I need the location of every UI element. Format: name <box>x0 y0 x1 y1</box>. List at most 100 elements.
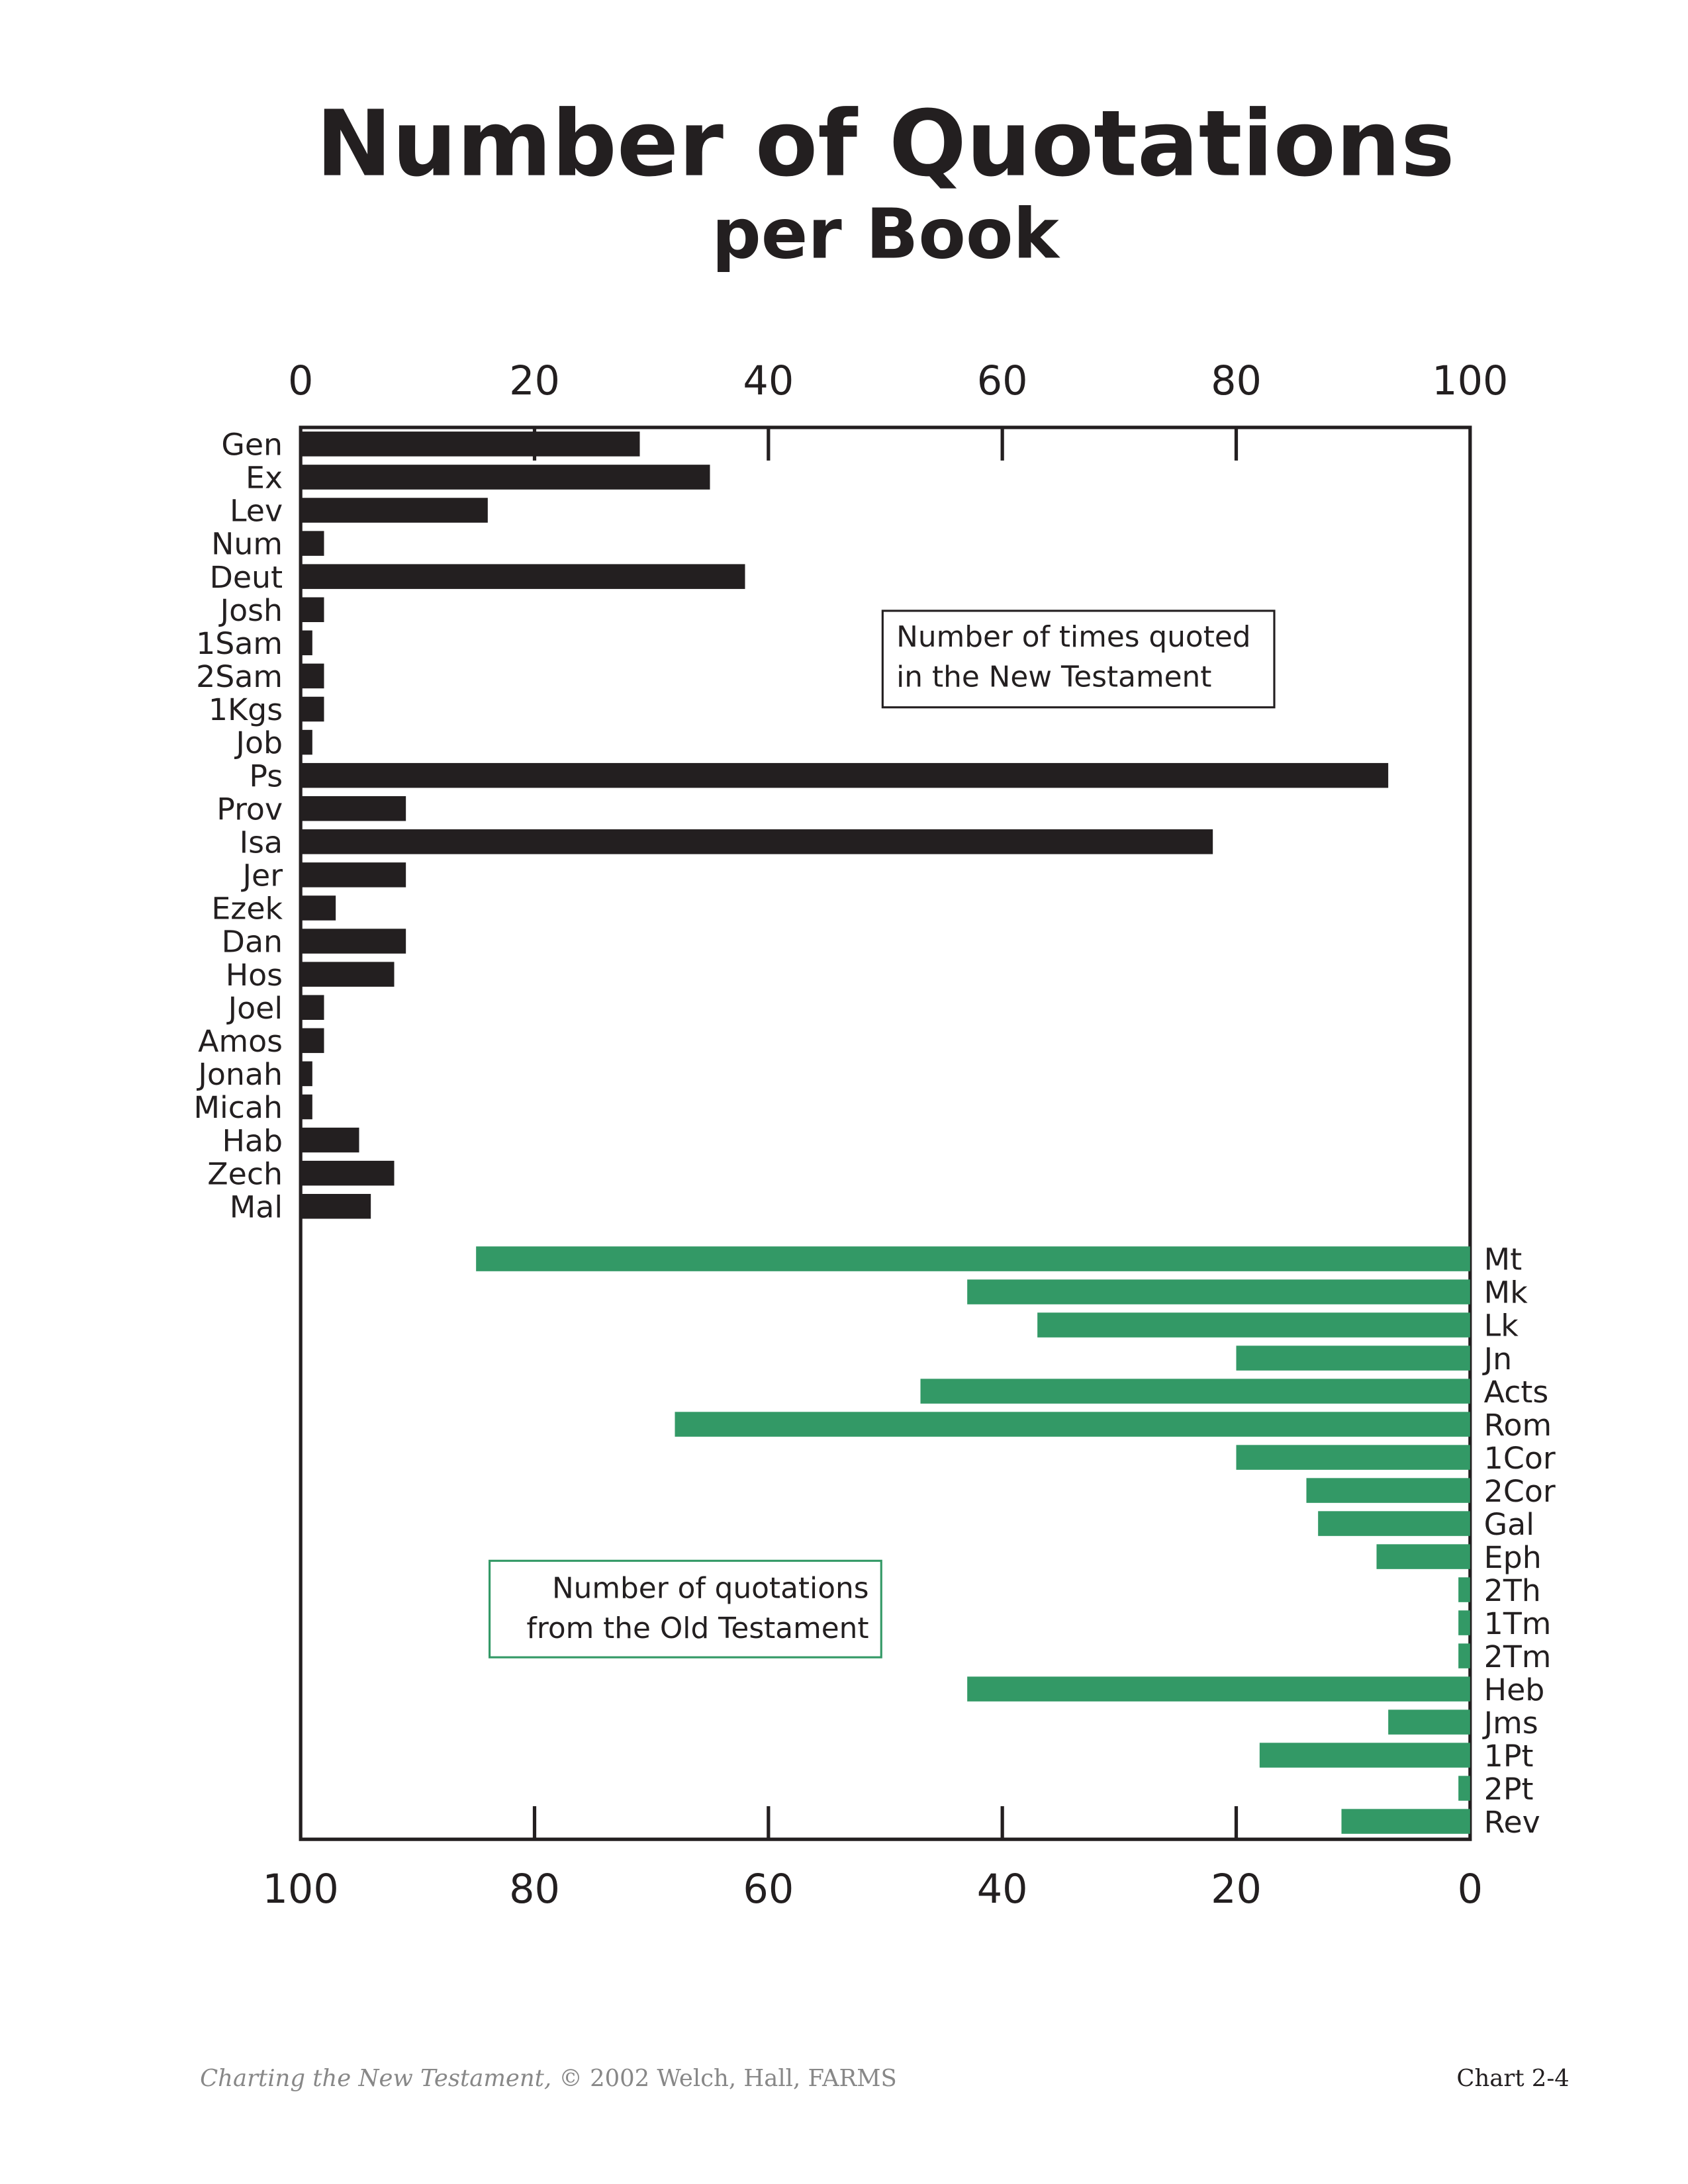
bar-jonah <box>301 1061 312 1087</box>
category-label: 1Sam <box>196 625 283 661</box>
old-testament-bars: GenExLevNumDeutJosh1Sam2Sam1KgsJobPsProv… <box>193 427 1389 1224</box>
category-label: Ezek <box>211 891 283 927</box>
chart-number: Chart 2-4 <box>1456 2065 1569 2092</box>
bottom-tick-label: 20 <box>1211 1866 1262 1913</box>
footer-book-title: Charting the New Testament, <box>200 2065 551 2092</box>
category-label: Heb <box>1484 1672 1545 1707</box>
bar-1pt <box>1259 1743 1470 1768</box>
bar-amos <box>301 1028 324 1054</box>
category-label: Josh <box>218 592 283 628</box>
bar-1sam <box>301 630 312 656</box>
bar-acts <box>920 1379 1470 1404</box>
category-label: Mk <box>1484 1275 1528 1310</box>
category-label: Gen <box>221 427 283 463</box>
new-testament-bars: MtMkLkJnActsRom1Cor2CorGalEph2Th1Tm2TmHe… <box>476 1242 1556 1840</box>
category-label: Jonah <box>196 1056 283 1092</box>
top-tick-label: 80 <box>1211 358 1262 404</box>
legend-new-testament: Number of quotations from the Old Testam… <box>489 1559 882 1659</box>
category-label: Prov <box>216 791 283 827</box>
bar-2th <box>1458 1577 1470 1602</box>
category-label: Lk <box>1484 1308 1519 1343</box>
bottom-axis: 100 80 60 40 20 0 <box>263 1806 1483 1913</box>
bar-eph <box>1376 1544 1470 1569</box>
category-label: Mal <box>230 1189 283 1224</box>
category-label: 1Pt <box>1484 1738 1534 1774</box>
legend-line: Number of quotations <box>552 1572 869 1606</box>
category-label: Joel <box>226 990 283 1026</box>
category-label: 2Th <box>1484 1572 1541 1608</box>
category-label: Hos <box>226 957 283 993</box>
category-label: 2Tm <box>1484 1639 1552 1674</box>
bar-2tm <box>1458 1643 1470 1668</box>
bar-ex <box>301 465 710 490</box>
top-tick-label: 0 <box>288 358 313 404</box>
footer-source: Charting the New Testament, © 2002 Welch… <box>200 2065 897 2092</box>
bar-2pt <box>1458 1776 1470 1801</box>
category-label: 2Sam <box>196 659 283 694</box>
category-label: Micah <box>193 1089 283 1125</box>
bottom-tick-label: 80 <box>509 1866 560 1913</box>
bar-gal <box>1318 1511 1470 1536</box>
legend-line: in the New Testament <box>896 660 1211 694</box>
category-label: Jer <box>241 858 283 893</box>
category-label: Isa <box>240 824 283 860</box>
bar-isa <box>301 829 1213 854</box>
bar-dan <box>301 929 406 954</box>
chart-subtitle: per Book <box>712 194 1060 275</box>
category-label: 2Pt <box>1484 1771 1534 1807</box>
legend-line: Number of times quoted <box>896 620 1250 654</box>
bar-1cor <box>1236 1445 1470 1470</box>
top-axis: 0 20 40 60 80 100 <box>288 358 1508 461</box>
category-label: Ex <box>246 460 283 496</box>
top-tick-label: 100 <box>1432 358 1508 404</box>
footer-copyright: © 2002 Welch, Hall, FARMS <box>551 2065 897 2092</box>
category-label: Gal <box>1484 1506 1534 1542</box>
bar-jn <box>1236 1345 1470 1371</box>
top-tick-label: 20 <box>509 358 560 404</box>
bar-mk <box>967 1279 1470 1304</box>
category-label: Eph <box>1484 1539 1542 1575</box>
category-label: Num <box>211 526 283 562</box>
category-label: Acts <box>1484 1374 1549 1410</box>
bar-jer <box>301 862 406 887</box>
bar-prov <box>301 796 406 821</box>
bar-1kgs <box>301 696 324 722</box>
legend-old-testament: Number of times quoted in the New Testam… <box>881 610 1276 709</box>
bar-2cor <box>1306 1478 1470 1503</box>
bar-zech <box>301 1160 395 1186</box>
category-label: 1Cor <box>1484 1440 1556 1476</box>
bar-lk <box>1037 1312 1470 1338</box>
bar-mt <box>476 1246 1470 1271</box>
top-tick-label: 60 <box>977 358 1028 404</box>
top-tick-label: 40 <box>743 358 794 404</box>
bar-lev <box>301 498 488 523</box>
chart-title: Number of Quotations <box>316 91 1455 197</box>
bar-heb <box>967 1676 1470 1702</box>
bar-josh <box>301 597 324 622</box>
category-label: Dan <box>222 924 283 960</box>
category-label: 2Cor <box>1484 1473 1556 1509</box>
category-label: 1Tm <box>1484 1606 1552 1641</box>
category-label: Jn <box>1482 1341 1513 1377</box>
bottom-tick-label: 100 <box>263 1866 339 1913</box>
bar-hab <box>301 1127 359 1153</box>
category-label: Ps <box>249 758 283 794</box>
bar-ps <box>301 762 1389 788</box>
bar-micah <box>301 1094 312 1120</box>
category-label: Rev <box>1484 1804 1540 1840</box>
bar-2sam <box>301 663 324 689</box>
category-label: Zech <box>207 1156 283 1191</box>
category-label: Lev <box>230 493 283 529</box>
bar-1tm <box>1458 1610 1470 1635</box>
category-label: Hab <box>222 1122 283 1158</box>
category-label: 1Kgs <box>209 692 283 727</box>
bottom-tick-label: 60 <box>743 1866 794 1913</box>
category-label: Jms <box>1482 1705 1538 1741</box>
bottom-tick-label: 0 <box>1458 1866 1483 1913</box>
bar-mal <box>301 1194 371 1219</box>
bar-rom <box>675 1412 1470 1437</box>
category-label: Mt <box>1484 1242 1523 1277</box>
bar-jms <box>1388 1709 1470 1735</box>
bar-deut <box>301 564 745 589</box>
